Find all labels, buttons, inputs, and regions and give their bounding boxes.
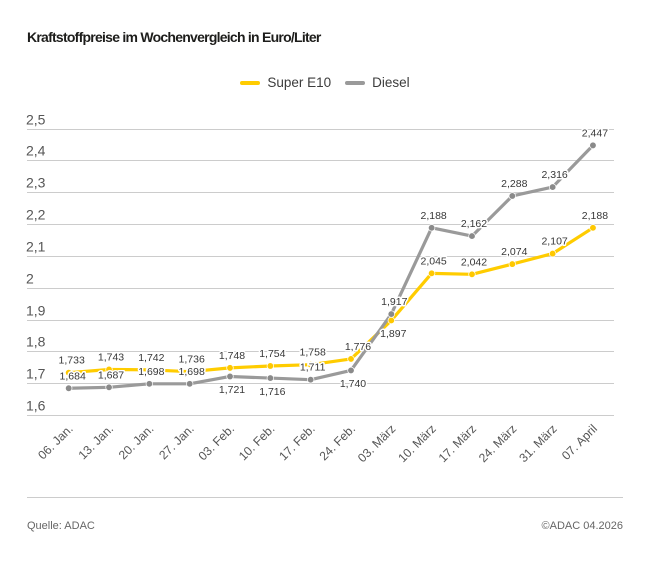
x-tick-label: 03. März	[355, 422, 398, 465]
data-point-marker	[508, 192, 516, 200]
data-point-marker	[589, 141, 597, 150]
data-point-label: 2,188	[582, 210, 608, 222]
x-tick-label: 17. März	[436, 422, 479, 465]
data-point-marker	[226, 372, 234, 381]
data-point-marker	[508, 260, 516, 268]
data-point-label: 1,721	[219, 384, 245, 396]
data-point-label: 1,776	[345, 341, 371, 353]
series-line-super-e10	[67, 226, 595, 375]
legend-label-super-e10: Super E10	[267, 75, 332, 90]
data-point-marker	[347, 355, 355, 363]
y-tick-label: 1,6	[26, 398, 46, 414]
data-point-marker	[548, 183, 557, 191]
data-point-label: 2,162	[461, 218, 487, 230]
data-point-marker	[145, 366, 154, 374]
data-point-marker	[145, 380, 154, 388]
data-point-marker	[387, 316, 395, 325]
y-tick-label: 2,5	[26, 112, 46, 128]
super-e10-swatch-icon	[240, 80, 261, 85]
data-point-marker	[427, 224, 436, 232]
data-point-label: 2,316	[541, 169, 567, 181]
data-point-label: 1,698	[138, 366, 164, 378]
data-point-label: 1,716	[259, 386, 285, 398]
x-tick-label: 27. Jan.	[156, 422, 197, 463]
y-tick-label: 2,4	[26, 143, 46, 159]
data-point-label: 1,748	[219, 350, 245, 362]
y-tick-label: 2	[26, 271, 34, 287]
data-point-label: 1,743	[98, 351, 124, 363]
x-tick-label: 03. Feb.	[196, 422, 238, 464]
data-point-label: 2,447	[582, 127, 608, 139]
footer-divider: Quelle: ADAC ©ADAC 04.2026	[27, 497, 623, 532]
data-point-marker	[387, 310, 395, 318]
source-note: Quelle: ADAC	[27, 520, 95, 532]
y-tick-label: 1,8	[26, 334, 46, 350]
x-tick-label: 31. März	[516, 422, 559, 465]
data-point-label: 2,042	[461, 256, 487, 268]
legend-item-diesel: Diesel	[345, 75, 410, 90]
data-point-marker	[266, 374, 274, 382]
data-point-marker	[65, 369, 73, 377]
y-tick-label: 2,1	[26, 239, 46, 255]
data-point-marker	[105, 383, 113, 391]
data-point-label: 1,733	[59, 355, 85, 367]
y-tick-label: 1,9	[26, 303, 46, 319]
data-point-label: 2,074	[501, 246, 527, 258]
data-point-marker	[347, 366, 355, 375]
data-point-marker	[226, 364, 234, 372]
data-point-marker	[186, 380, 194, 388]
data-point-label: 1,687	[98, 369, 124, 381]
x-tick-label: 07. April	[559, 422, 600, 463]
data-point-label: 2,188	[421, 210, 447, 222]
data-point-marker	[65, 384, 73, 392]
data-point-marker	[468, 232, 476, 240]
data-point-label: 2,107	[541, 236, 567, 248]
x-tick-label: 17. Feb.	[276, 422, 318, 464]
data-point-marker	[307, 361, 315, 369]
data-point-label: 1,736	[179, 354, 205, 366]
x-tick-label: 13. Jan.	[76, 422, 117, 463]
data-point-label: 2,288	[501, 178, 527, 190]
legend-item-super-e10: Super E10	[240, 75, 331, 90]
data-point-marker	[186, 368, 194, 376]
data-point-label: 1,711	[300, 362, 326, 374]
y-tick-label: 2,2	[26, 207, 46, 223]
data-point-label: 1,897	[380, 328, 406, 340]
y-tick-label: 2,3	[26, 175, 46, 191]
copyright-note: ©ADAC 04.2026	[541, 520, 624, 532]
data-point-marker	[589, 224, 597, 232]
data-point-label: 1,754	[259, 348, 285, 360]
x-tick-label: 06. Jan.	[35, 422, 76, 463]
data-point-label: 2,045	[421, 255, 447, 267]
data-point-marker	[307, 376, 315, 384]
data-point-marker	[266, 362, 274, 370]
data-point-marker	[427, 269, 436, 277]
x-tick-label: 10. Feb.	[236, 422, 278, 464]
x-tick-label: 10. März	[395, 422, 438, 465]
x-tick-label: 24. März	[476, 422, 519, 465]
chart-title: Kraftstoffpreise im Wochenvergleich in E…	[27, 29, 321, 45]
diesel-swatch-icon	[345, 80, 366, 85]
x-tick-label: 20. Jan.	[116, 422, 157, 463]
legend-label-diesel: Diesel	[372, 75, 410, 90]
line-chart-plot: 1,6 1,7 1,8 1,9 2 2,1 2,2 2,3 2,4 2,5 06. Jan. 13. …	[26, 112, 614, 465]
data-point-label: 1,758	[300, 347, 326, 359]
data-point-label: 1,740	[340, 378, 366, 390]
data-point-marker	[468, 270, 476, 278]
series-line-diesel	[67, 143, 595, 390]
data-point-label: 1,684	[60, 370, 86, 382]
data-point-label: 1,917	[381, 296, 407, 308]
data-point-label: 1,742	[138, 352, 164, 364]
legend: Super E10 Diesel	[0, 75, 650, 90]
data-point-label: 1,698	[179, 366, 205, 378]
data-point-marker	[105, 365, 113, 374]
y-tick-label: 1,7	[26, 366, 46, 382]
x-tick-label: 24. Feb.	[317, 422, 359, 464]
data-point-marker	[548, 249, 557, 258]
